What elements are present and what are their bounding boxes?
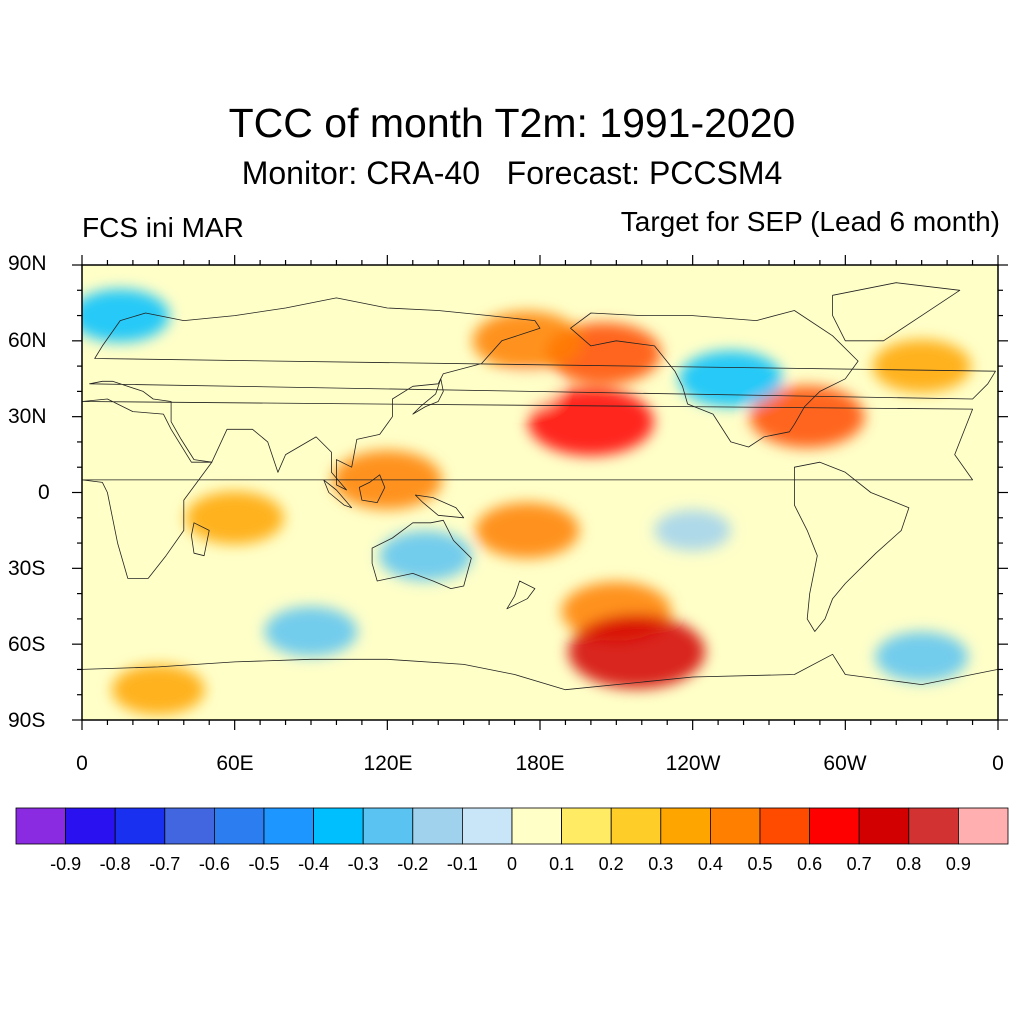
correlation-region-8 — [185, 491, 284, 545]
lon-label-120e: 120E — [363, 752, 413, 775]
correlation-region-0 — [527, 387, 654, 456]
colorbar-swatch-7 — [362, 807, 414, 845]
colorbar-swatch-8 — [412, 807, 463, 845]
lon-label-180e: 180E — [515, 752, 565, 775]
init-label: FCS ini MAR — [82, 212, 244, 243]
colorbar-label: -0.1 — [446, 854, 478, 874]
correlation-region-2 — [472, 311, 583, 371]
colorbar-label: 0.3 — [648, 854, 674, 874]
lon-label-60e: 60E — [216, 752, 254, 775]
axis-ticks — [72, 255, 1008, 730]
coastline-borneo — [358, 474, 386, 504]
colorbar-swatch-13 — [660, 807, 711, 845]
lon-label-0: 0 — [76, 752, 88, 775]
colorbar-swatch-17 — [858, 807, 910, 845]
coastline-south-america — [794, 461, 910, 632]
lat-label-30n: 30N — [8, 405, 47, 428]
colorbar-swatch-0 — [15, 807, 66, 845]
colorbar-swatch-15 — [759, 807, 810, 845]
lon-label-60w: 60W — [823, 752, 867, 775]
colorbar-label: 0.7 — [846, 854, 872, 874]
coastline-africa — [82, 398, 973, 579]
colorbar-swatch-9 — [461, 807, 513, 845]
coastline-new-guinea — [414, 494, 465, 519]
lat-label-90n: 90N — [8, 252, 47, 275]
lat-label-60s: 60S — [8, 633, 46, 656]
coastline-eurasia — [89, 297, 996, 491]
coastline-australia — [371, 519, 472, 589]
colorbar-label: 0.9 — [945, 854, 971, 874]
chart-subtitle: Monitor: CRA-40 Forecast: PCCSM4 — [241, 155, 783, 191]
correlation-region-15 — [264, 606, 358, 657]
colorbar-label: -0.8 — [99, 854, 131, 874]
correlation-region-16 — [875, 631, 969, 682]
correlation-region-10 — [111, 664, 205, 715]
lon-label-0-east: 0 — [992, 752, 1004, 775]
colorbar-swatch-4 — [213, 807, 265, 845]
colorbar-swatch-18 — [908, 807, 959, 845]
correlation-region-5 — [475, 502, 580, 559]
correlation-region-14 — [678, 350, 783, 407]
correlation-region-9 — [872, 339, 971, 393]
colorbar-swatch-10 — [511, 807, 562, 845]
colorbar-label: 0.5 — [747, 854, 773, 874]
colorbar-label: 0.4 — [697, 854, 723, 874]
coastlines — [82, 282, 998, 720]
coastline-madagascar — [190, 522, 210, 557]
colorbar-label: -0.9 — [50, 854, 82, 874]
colorbar-label: 0.6 — [797, 854, 823, 874]
correlation-region-12 — [379, 530, 472, 581]
chart-title: TCC of month T2m: 1991-2020 — [228, 100, 796, 146]
correlation-region-3 — [749, 385, 865, 448]
colorbar-swatch-11 — [561, 807, 612, 845]
colorbar-swatch-3 — [164, 807, 215, 845]
lat-label-0: 0 — [38, 481, 50, 504]
colorbar-swatch-14 — [710, 807, 761, 845]
colorbar-label: -0.2 — [397, 854, 429, 874]
coastline-sumatra — [323, 479, 353, 509]
correlation-region-7 — [568, 614, 706, 689]
colorbar-label: 0.2 — [598, 854, 624, 874]
correlation-region-17 — [654, 509, 731, 551]
lat-label-60n: 60N — [8, 329, 47, 352]
colorbar-swatch-5 — [263, 807, 314, 845]
coastline-greenland — [832, 282, 961, 342]
lat-label-30s: 30S — [8, 557, 46, 580]
colorbar-swatch-19 — [958, 807, 1009, 845]
correlation-field — [82, 265, 998, 720]
colorbar-label: 0 — [506, 854, 517, 874]
colorbar — [15, 807, 1009, 845]
coastline-new-zealand — [506, 580, 536, 610]
colorbar-swatch-1 — [65, 807, 116, 845]
lon-label-120w: 120W — [665, 752, 721, 775]
colorbar-label: 0.8 — [896, 854, 922, 874]
colorbar-label: -0.3 — [347, 854, 379, 874]
colorbar-swatch-2 — [114, 807, 166, 845]
colorbar-swatch-12 — [610, 807, 662, 845]
lat-label-90s: 90S — [8, 709, 46, 732]
target-label: Target for SEP (Lead 6 month) — [620, 206, 1000, 237]
colorbar-swatch-16 — [809, 807, 860, 845]
colorbar-label: -0.5 — [248, 854, 280, 874]
correlation-blobs — [82, 289, 971, 715]
colorbar-label: -0.6 — [198, 854, 230, 874]
colorbar-label: 0.1 — [549, 854, 575, 874]
colorbar-label: -0.7 — [149, 854, 181, 874]
colorbar-swatch-6 — [313, 807, 364, 845]
coastline-antarctica — [82, 653, 998, 720]
coastline-japan — [412, 378, 444, 415]
colorbar-label: -0.4 — [298, 854, 330, 874]
correlation-region-13 — [82, 289, 170, 343]
